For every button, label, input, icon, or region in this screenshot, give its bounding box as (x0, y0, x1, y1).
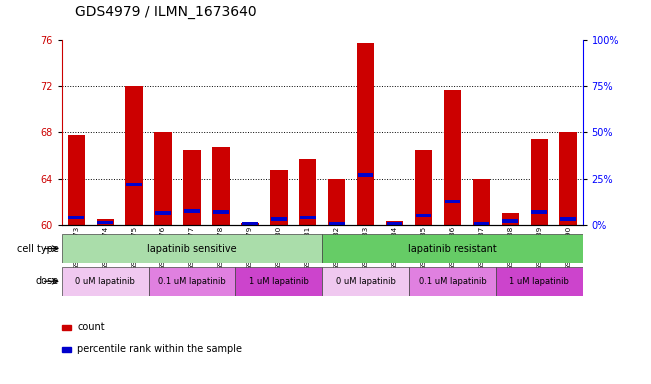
Bar (62, 267, 148, 296)
Bar (329, 222, 344, 225)
Text: cell type: cell type (17, 243, 59, 254)
Bar (328, 179, 346, 225)
Text: GDS4979 / ILMN_1673640: GDS4979 / ILMN_1673640 (75, 5, 256, 19)
Bar (387, 222, 402, 225)
Bar (357, 43, 374, 225)
Bar (444, 90, 461, 225)
Bar (236, 267, 322, 296)
Bar (502, 213, 519, 225)
Bar (126, 86, 143, 225)
Bar (415, 150, 432, 225)
Text: 1 uM lapatinib: 1 uM lapatinib (509, 277, 569, 286)
Bar (184, 150, 201, 225)
Bar (322, 267, 409, 296)
Bar (496, 267, 583, 296)
Text: lapatinib resistant: lapatinib resistant (408, 243, 497, 254)
Bar (154, 132, 172, 225)
Bar (271, 217, 286, 220)
Bar (62, 347, 71, 352)
Bar (473, 222, 489, 226)
Text: percentile rank within the sample: percentile rank within the sample (77, 344, 242, 354)
Bar (148, 267, 236, 296)
Text: 0 uM lapatinib: 0 uM lapatinib (336, 277, 396, 286)
Bar (531, 210, 547, 214)
Bar (68, 135, 85, 225)
Bar (242, 222, 258, 226)
Bar (358, 174, 374, 177)
Bar (68, 216, 84, 219)
Text: 0 uM lapatinib: 0 uM lapatinib (76, 277, 135, 286)
Bar (213, 210, 229, 214)
Bar (503, 219, 518, 223)
Bar (409, 267, 496, 296)
Bar (212, 147, 230, 225)
Bar (445, 200, 460, 204)
Text: 1 uM lapatinib: 1 uM lapatinib (249, 277, 309, 286)
Text: 0.1 uM lapatinib: 0.1 uM lapatinib (158, 277, 226, 286)
Bar (62, 325, 71, 330)
Bar (156, 211, 171, 215)
Bar (299, 159, 316, 225)
Bar (242, 223, 258, 225)
Bar (184, 209, 200, 212)
Bar (322, 234, 583, 263)
Bar (98, 220, 113, 224)
Bar (96, 219, 114, 225)
Bar (559, 132, 577, 225)
Bar (62, 234, 322, 263)
Bar (126, 182, 142, 186)
Text: dose: dose (35, 276, 59, 286)
Bar (386, 221, 403, 225)
Text: count: count (77, 322, 105, 332)
Bar (270, 170, 288, 225)
Bar (416, 214, 432, 217)
Bar (561, 217, 576, 220)
Bar (531, 139, 548, 225)
Bar (300, 216, 316, 219)
Text: 0.1 uM lapatinib: 0.1 uM lapatinib (419, 277, 486, 286)
Text: lapatinib sensitive: lapatinib sensitive (147, 243, 237, 254)
Bar (473, 179, 490, 225)
